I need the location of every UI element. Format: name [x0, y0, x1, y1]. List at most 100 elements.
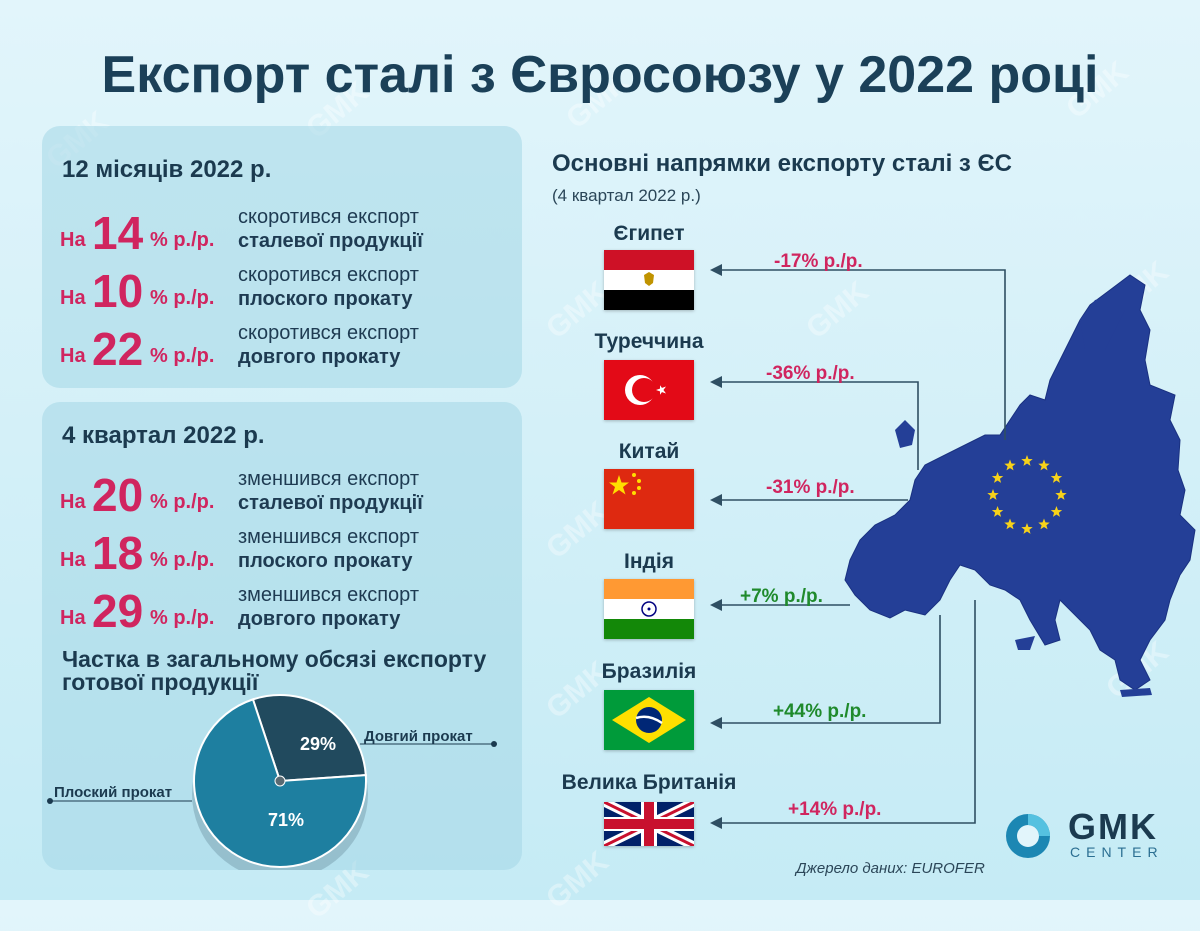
share-pie-chart: 29% 71%: [47, 694, 497, 870]
stat-value: 29: [92, 585, 144, 637]
share-heading: Частка в загальному обсязі експорту гото…: [62, 646, 487, 695]
long-leader-dot: [491, 741, 497, 747]
stat-desc-line2: довгого прокату: [238, 346, 401, 368]
eu-star-icon: [991, 472, 1004, 483]
connector-uk: [720, 600, 976, 824]
stat-desc-line1: скоротився експорт: [238, 322, 419, 344]
change-india: +7% р./р.: [740, 586, 823, 607]
stat-unit: % р./р.: [150, 345, 215, 367]
stat-value: 18: [92, 527, 144, 579]
annual-panel: 12 місяців 2022 р. На 14 % р./р. скороти…: [42, 126, 522, 388]
annual-stat-long: На 22 % р./р. скоротився експорт довгого…: [60, 318, 520, 376]
stat-value: 14: [92, 207, 144, 259]
eu-star-icon: [1038, 518, 1050, 530]
eu-star-icon: [1050, 472, 1063, 483]
stat-desc-line2: довгого прокату: [238, 608, 401, 630]
country-name-china: Китай: [618, 440, 680, 463]
china-flag-icon: [604, 469, 694, 529]
stat-unit: % р./р.: [150, 229, 215, 251]
pie-center-dot: [274, 775, 286, 787]
connector-arrowheads: [710, 264, 722, 829]
eu-star-icon: [991, 506, 1004, 517]
quarter-stat-flat: На 18 % р./р. зменшився експорт плоского…: [60, 522, 520, 580]
eu-map-shape: [844, 274, 1196, 691]
quarter-panel: 4 квартал 2022 р. На 20 % р./р. зменшивс…: [42, 402, 522, 870]
stat-unit: % р./р.: [150, 607, 215, 629]
egypt-flag-icon: [604, 250, 694, 310]
pie-label-long: Довгий прокат: [364, 728, 473, 745]
stat-desc-line2: сталевої продукції: [238, 230, 423, 252]
annual-stat-steel: На 14 % р./р. скоротився експорт сталево…: [60, 202, 520, 260]
eu-star-icon: [1038, 459, 1050, 471]
arrowhead-icon: [710, 599, 722, 611]
eu-star-icon: [987, 489, 999, 500]
pie-label-flat: Плоский прокат: [54, 784, 173, 801]
stat-value: 20: [92, 469, 144, 521]
annual-stat-flat: На 10 % р./р. скоротився експорт плоског…: [60, 260, 520, 318]
eu-star-icon: [1021, 455, 1033, 466]
stat-desc-line1: скоротився експорт: [238, 264, 419, 286]
gmk-logo-sub: CENTER: [1070, 844, 1164, 860]
destinations-title: Основні напрямки експорту сталі з ЄС: [552, 150, 1012, 177]
eu-map-scandinavia: [1080, 295, 1125, 365]
quarter-stat-long: На 29 % р./р. зменшився експорт довгого …: [60, 580, 520, 638]
stat-prefix: На: [60, 287, 86, 309]
arrowhead-icon: [710, 264, 722, 276]
connector-egypt: [720, 269, 1006, 440]
stat-desc-line1: скоротився експорт: [238, 206, 419, 228]
eu-map-crete: [1120, 688, 1152, 697]
gmk-logo-icon: [1006, 814, 1050, 858]
flat-leader-dot: [47, 798, 53, 804]
stat-unit: % р./р.: [150, 549, 215, 571]
quarter-stat-steel: На 20 % р./р. зменшився експорт сталевої…: [60, 464, 520, 522]
eu-star-icon: [1050, 506, 1063, 517]
country-name-brazil: Бразилія: [601, 660, 697, 683]
stat-value: 22: [92, 323, 144, 375]
stat-prefix: На: [60, 491, 86, 513]
gmk-logo-name: GMK: [1068, 806, 1158, 847]
stat-prefix: На: [60, 549, 86, 571]
stat-desc-line1: зменшився експорт: [238, 584, 419, 606]
connector-brazil: [720, 615, 941, 724]
stat-desc-line2: сталевої продукції: [238, 492, 423, 514]
data-source: Джерело даних: EUROFER: [796, 860, 985, 877]
destinations-subtitle: (4 квартал 2022 р.): [552, 186, 701, 205]
eu-stars: [987, 455, 1067, 534]
gmk-logo: GMK CENTER: [1000, 806, 1170, 866]
eu-map-ireland: [895, 420, 915, 448]
stat-prefix: На: [60, 607, 86, 629]
connector-lines: [720, 269, 1006, 824]
country-name-india: Індія: [624, 550, 674, 573]
eu-map: [710, 264, 1196, 829]
page-title: Експорт сталі з Євросоюзу у 2022 році: [101, 46, 1099, 104]
change-china: -31% р./р.: [766, 477, 855, 498]
turkey-flag-icon: [604, 360, 694, 420]
eu-star-icon: [1055, 489, 1067, 500]
stat-value: 10: [92, 265, 144, 317]
change-turkey: -36% р./р.: [766, 363, 855, 384]
eu-star-icon: [1021, 523, 1033, 534]
arrowhead-icon: [710, 376, 722, 388]
stat-desc-line2: плоского прокату: [238, 550, 413, 572]
connector-turkey: [720, 381, 919, 470]
country-name-egypt: Єгипет: [613, 222, 685, 245]
arrowhead-icon: [710, 817, 722, 829]
eu-star-icon: [1004, 459, 1016, 471]
stat-desc-line1: зменшився експорт: [238, 468, 419, 490]
stat-prefix: На: [60, 345, 86, 367]
stat-desc-line1: зменшився експорт: [238, 526, 419, 548]
quarter-heading: 4 квартал 2022 р.: [62, 422, 265, 449]
stat-unit: % р./р.: [150, 491, 215, 513]
stat-desc-line2: плоского прокату: [238, 288, 413, 310]
stat-prefix: На: [60, 229, 86, 251]
uk-flag-icon: [604, 802, 694, 846]
brazil-flag-icon: [604, 690, 694, 750]
stat-unit: % р./р.: [150, 287, 215, 309]
pie-slice-long: [251, 694, 367, 783]
eu-map-sicily: [1015, 636, 1035, 650]
country-name-uk: Велика Британія: [561, 771, 737, 794]
country-name-turkey: Туреччина: [594, 330, 704, 353]
change-egypt: -17% р./р.: [774, 251, 863, 272]
change-brazil: +44% р./р.: [773, 701, 867, 722]
pie-value-long: 29%: [300, 734, 336, 754]
